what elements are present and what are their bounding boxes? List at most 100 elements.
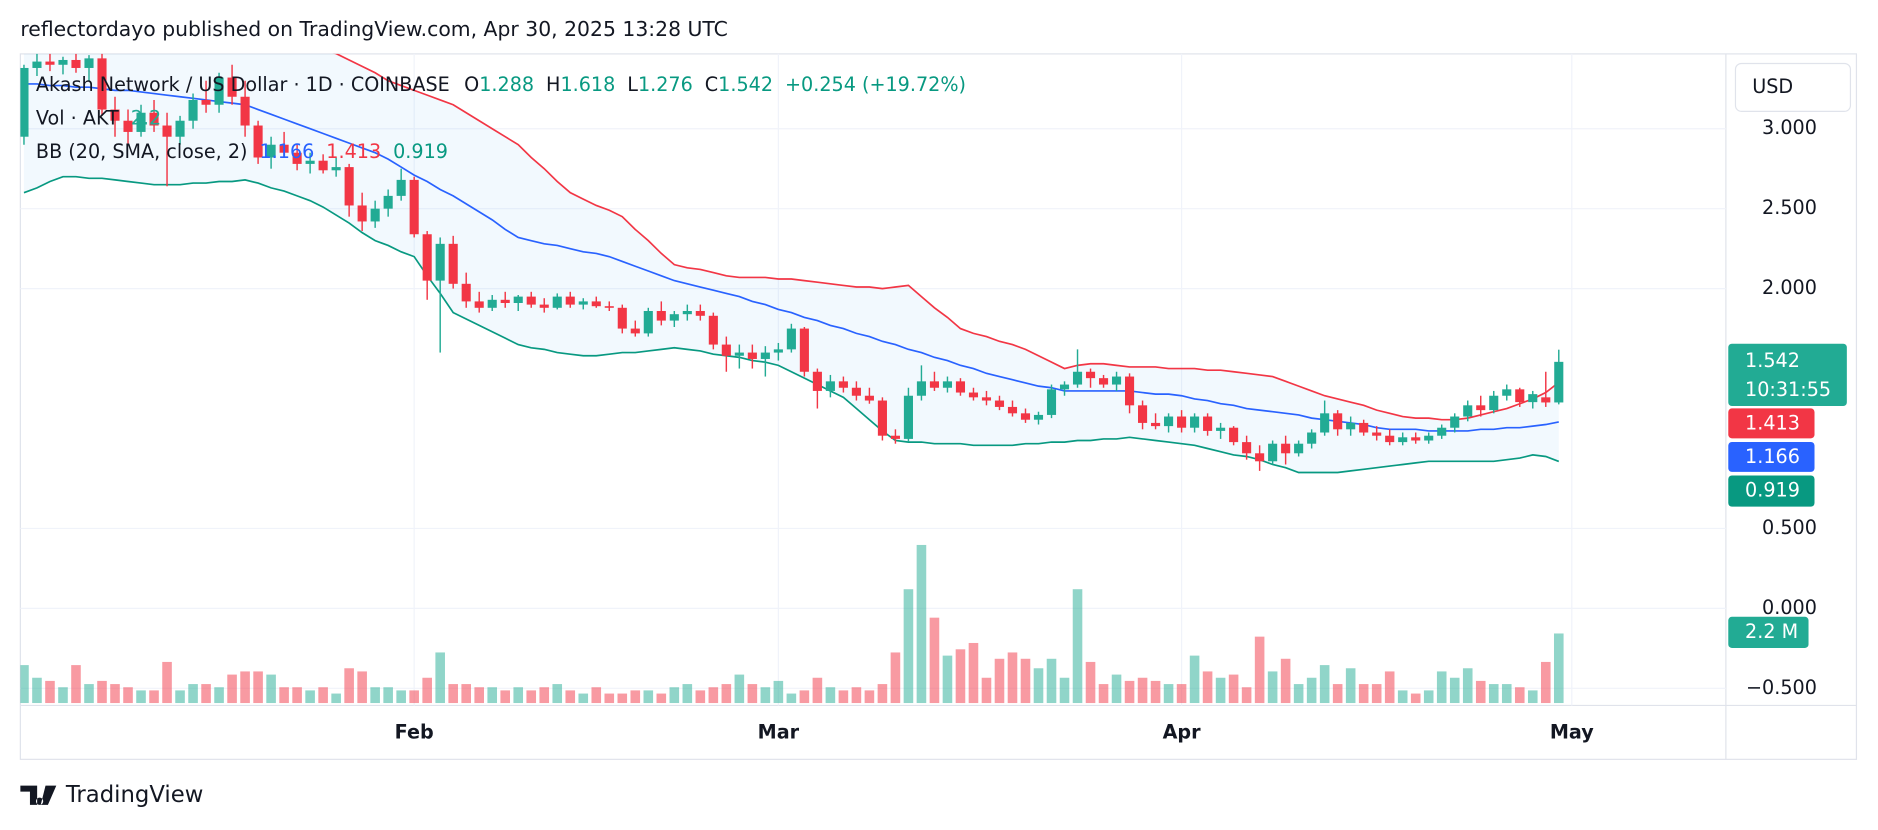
volume-bar: [305, 690, 315, 704]
candle-body: [266, 144, 276, 158]
volume-bar: [279, 687, 289, 704]
candle-body: [318, 160, 328, 171]
volume-bar: [643, 690, 654, 704]
volume-bar: [240, 671, 250, 704]
candle-body: [929, 381, 939, 388]
volume-bar: [825, 687, 836, 704]
candle-body: [864, 395, 874, 401]
candle-body: [630, 328, 640, 334]
volume-bar: [175, 690, 185, 704]
candle-body: [136, 112, 146, 132]
candle-body: [1528, 394, 1538, 403]
candle-body: [1216, 427, 1226, 431]
y-tick-label: 2.000: [1762, 276, 1817, 299]
volume-bar: [1215, 677, 1226, 704]
volume-bar: [1462, 668, 1473, 704]
volume-bar: [1111, 674, 1122, 704]
candle-body: [643, 310, 653, 334]
candle-body: [1151, 422, 1161, 427]
bb-fill: [23, 53, 1559, 473]
candle-body: [981, 397, 992, 401]
candle-body: [45, 61, 55, 65]
volume-bar: [799, 690, 810, 704]
candle-body: [708, 315, 718, 345]
volume-bar: [123, 687, 133, 704]
h-label: H: [546, 73, 560, 96]
candle-body: [97, 58, 107, 110]
candle-body: [656, 310, 666, 321]
currency[interactable]: USD: [1752, 75, 1793, 98]
c-value: 1.542: [718, 73, 773, 96]
candle-body: [1385, 435, 1395, 443]
volume-bar: [552, 684, 563, 704]
bb-upper-marker: 1.413: [1745, 411, 1800, 434]
volume-bar: [708, 687, 719, 704]
volume-bar: [617, 693, 628, 704]
candle-body: [1398, 437, 1408, 443]
candle-body: [773, 349, 783, 353]
volume-bar: [45, 680, 55, 704]
candle-body: [1463, 405, 1473, 417]
candle-body: [1424, 435, 1434, 441]
o-value: 1.288: [479, 73, 534, 96]
volume-bar: [1475, 680, 1486, 704]
volume-bar: [1228, 674, 1239, 704]
volume-bar: [747, 684, 758, 704]
volume-bar: [760, 687, 771, 704]
candle-body: [461, 283, 471, 302]
volume-bar: [1384, 671, 1395, 704]
candle-body: [1515, 389, 1525, 403]
candle-body: [32, 61, 42, 68]
candle-body: [1268, 443, 1278, 462]
candle-body: [370, 208, 380, 222]
candle-body: [890, 435, 900, 439]
volume-bar: [903, 589, 914, 704]
volume-bar: [396, 690, 406, 704]
candle-body: [383, 195, 393, 209]
volume-bar: [162, 661, 172, 704]
candle-body: [435, 243, 445, 281]
candle-body: [1346, 422, 1356, 430]
candle-body: [123, 120, 133, 132]
volume-bar: [1085, 661, 1096, 704]
symbol-title: Akash Network / US Dollar · 1D · COINBAS…: [36, 73, 450, 96]
candle-body: [1190, 416, 1200, 428]
volume-bar: [929, 617, 940, 704]
volume-bar: [734, 674, 745, 704]
candle-body: [448, 243, 458, 284]
candle-body: [71, 59, 81, 68]
volume-bar: [344, 668, 354, 704]
brand: TradingView: [65, 782, 203, 808]
volume-bar: [292, 687, 302, 704]
volume-bar: [357, 671, 367, 704]
countdown: 10:31:55: [1745, 378, 1831, 401]
volume-bar: [812, 677, 823, 704]
candle-body: [1333, 413, 1343, 430]
candle-body: [188, 99, 198, 121]
candle-body: [1502, 389, 1512, 396]
volume-bar: [1397, 690, 1408, 704]
volume-bar: [721, 684, 732, 704]
volume-bar: [1163, 684, 1174, 704]
currency-button[interactable]: [1734, 62, 1852, 112]
candle-body: [1554, 361, 1564, 403]
y-tick-label: 0.500: [1762, 516, 1817, 539]
volume-bar: [1540, 661, 1551, 704]
candle-body: [799, 328, 809, 372]
candle-body: [344, 167, 354, 206]
volume-bar: [630, 690, 641, 704]
candle-body: [1294, 443, 1304, 454]
volume-bar: [1072, 589, 1083, 704]
candle-body: [695, 310, 705, 316]
bb-basis-box: [1728, 441, 1815, 472]
volume-bar: [591, 687, 602, 704]
volume-bar: [1553, 633, 1564, 704]
axes: 3.000 2.500 2.000 0.500 0.000 −0.500 Feb Mar Apr…: [395, 116, 1817, 743]
candle-body: [903, 395, 913, 439]
volume-bar: [58, 687, 68, 704]
candle-body: [1138, 405, 1148, 423]
candle-body: [279, 144, 289, 153]
candle-body: [1033, 414, 1044, 420]
candle-body: [1059, 384, 1070, 390]
